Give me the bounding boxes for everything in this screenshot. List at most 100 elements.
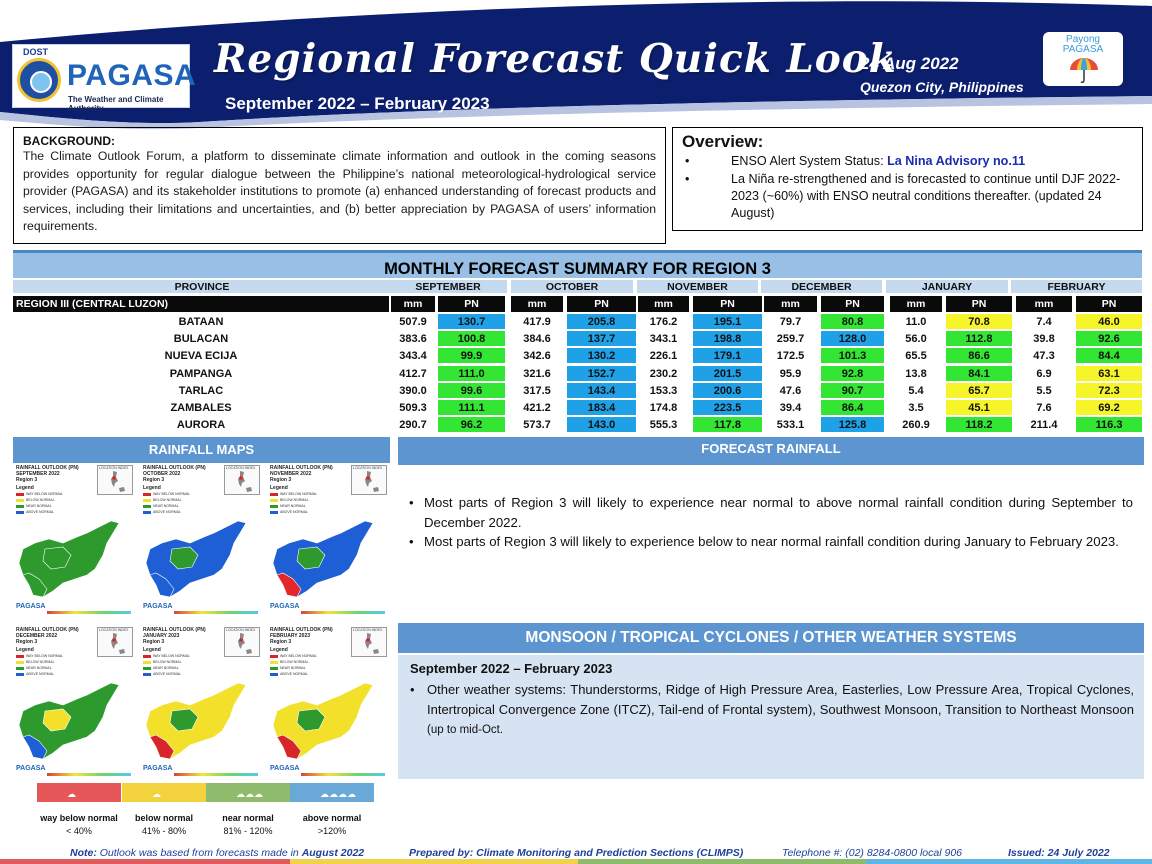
legend-category-label: above normal <box>302 813 362 823</box>
bullet-icon: • <box>409 495 414 510</box>
map-color-strip <box>47 773 131 776</box>
percent-normal-cell: 195.1 <box>693 314 762 329</box>
philippines-inset-icon <box>365 471 379 492</box>
map-title-line: Region 3 <box>143 639 165 645</box>
rainfall-mm-cell: 5.5 <box>1036 384 1052 397</box>
map-title-line: Region 3 <box>270 639 292 645</box>
region-label: REGION III (CENTRAL LUZON) <box>13 296 389 312</box>
rainfall-mm-cell: 573.7 <box>523 419 551 432</box>
region3-map-shape <box>272 682 374 760</box>
map-legend-label: WAY BELOW NORMAL <box>153 654 191 658</box>
forecast-rainfall-header: FORECAST RAINFALL <box>398 437 1144 465</box>
map-title-line: NOVEMBER 2022 <box>270 471 312 477</box>
issue-date: 24 Aug 2022 <box>860 54 959 73</box>
percent-normal-cell: 118.2 <box>946 417 1012 433</box>
forecast-bullet: • Most parts of Region 3 will likely to … <box>407 532 1133 552</box>
payong-pagasa-logo: Payong PAGASA <box>1043 32 1123 86</box>
percent-normal-cell: 201.5 <box>693 365 762 381</box>
rainfall-mm-cell: 342.6 <box>523 350 551 363</box>
rainfall-mm-cell: 412.7 <box>399 367 427 380</box>
map-legend-label: WAY BELOW NORMAL <box>280 492 318 496</box>
province-name: BULACAN <box>173 333 229 346</box>
map-color-strip <box>301 773 385 776</box>
mm-column-header: mm <box>764 296 817 312</box>
legend-color-bar <box>122 783 206 802</box>
map-legend-label: ABOVE NORMAL <box>280 672 309 676</box>
footer-note-label: Note: <box>70 847 97 859</box>
rainfall-mm-cell: 230.2 <box>649 367 678 380</box>
location-index-inset: LOCATION INDEX <box>224 627 260 657</box>
percent-normal-cell: 111.0 <box>438 365 505 381</box>
percent-normal-cell: 130.7 <box>438 314 505 329</box>
rainfall-mm-cell: 533.1 <box>776 419 805 432</box>
legend-color-bar <box>37 783 121 802</box>
map-province-area <box>22 572 48 598</box>
percent-normal-cell: 128.0 <box>821 331 884 347</box>
pn-column-header: PN <box>821 296 884 312</box>
map-legend-title: Legend <box>270 647 288 653</box>
rainfall-mm-cell: 3.5 <box>908 402 924 414</box>
map-province-area <box>296 708 326 732</box>
month-header: OCTOBER <box>511 280 633 293</box>
forecast-period: September 2022 – February 2023 <box>225 94 490 113</box>
forecast-bullet-text: Most parts of Region 3 will likely to ex… <box>424 534 1119 549</box>
month-header: NOVEMBER <box>637 280 758 293</box>
percent-normal-cell: 86.4 <box>821 400 884 415</box>
percent-normal-cell: 130.2 <box>567 348 636 364</box>
percent-normal-cell: 84.1 <box>946 365 1012 381</box>
percent-normal-cell: 99.6 <box>438 382 505 398</box>
monthly-table-title: MONTHLY FORECAST SUMMARY FOR REGION 3 <box>13 250 1142 278</box>
rainfall-mm-cell: 383.6 <box>399 333 427 346</box>
percent-normal-cell: 179.1 <box>693 348 762 364</box>
map-pagasa-logo: PAGASA <box>270 603 300 610</box>
issue-place: Quezon City, Philippines <box>860 79 1024 95</box>
map-legend-label: WAY BELOW NORMAL <box>26 492 64 496</box>
rainfall-mm-cell: 507.9 <box>399 316 427 328</box>
map-province-area <box>22 734 48 760</box>
percent-normal-cell: 45.1 <box>946 400 1012 415</box>
page-footer: Note: Outlook was based from forecasts m… <box>0 845 1152 864</box>
percent-normal-cell: 143.0 <box>567 417 636 433</box>
map-legend-title: Legend <box>16 647 34 653</box>
map-legend-title: Legend <box>270 485 288 491</box>
background-panel: BACKGROUND: The Climate Outlook Forum, a… <box>13 127 666 244</box>
region3-map-shape <box>18 682 120 760</box>
rainfall-mm-cell: 343.4 <box>399 350 427 363</box>
map-legend-label: NEAR NORMAL <box>153 666 179 670</box>
map-legend-swatch <box>143 661 151 664</box>
rainfall-mm-cell: 390.0 <box>399 384 427 397</box>
percent-normal-cell: 143.4 <box>567 382 636 398</box>
legend-category-range: 81% - 120% <box>223 826 273 836</box>
map-title: RAINFALL OUTLOOK (PN) FEBRUARY 2023 Region… <box>270 627 333 645</box>
rainfall-mm-cell: 153.3 <box>649 384 678 397</box>
rain-cloud-icon: ☁ <box>67 789 76 799</box>
rainfall-mm-cell: 343.1 <box>649 333 678 346</box>
enso-advisory-link[interactable]: La Nina Advisory no.11 <box>887 154 1026 168</box>
percent-normal-cell: 101.3 <box>821 348 884 364</box>
map-title-line: FEBRUARY 2023 <box>270 633 311 639</box>
percent-normal-cell: 72.3 <box>1076 382 1142 398</box>
percent-normal-cell: 63.1 <box>1076 365 1142 381</box>
rainfall-mm-cell: 39.8 <box>1033 333 1055 346</box>
location-index-label: LOCATION INDEX <box>226 466 256 470</box>
rainfall-mm-cell: 321.6 <box>523 367 551 380</box>
pn-column-header: PN <box>567 296 636 312</box>
map-title: RAINFALL OUTLOOK (PN) OCTOBER 2022 Region … <box>143 465 206 483</box>
map-legend-swatch <box>16 655 24 658</box>
location-index-inset: LOCATION INDEX <box>224 465 260 495</box>
map-legend-swatch <box>143 493 151 496</box>
percent-normal-cell: 92.8 <box>821 365 884 381</box>
map-province-area <box>276 572 302 598</box>
rainfall-map: RAINFALL OUTLOOK (PN) FEBRUARY 2023 Region… <box>267 625 389 781</box>
philippines-inset-icon <box>111 471 125 492</box>
map-title-line: SEPTEMBER 2022 <box>16 471 60 477</box>
map-legend-swatch <box>270 667 278 670</box>
map-title-line: Region 3 <box>16 639 38 645</box>
monsoon-panel <box>398 655 1144 779</box>
percent-normal-cell: 84.4 <box>1076 348 1142 364</box>
map-title-line: RAINFALL OUTLOOK (PN) <box>270 465 333 471</box>
rainfall-mm-cell: 259.7 <box>776 333 805 346</box>
footer-note-text: Outlook was based from forecasts made in <box>96 847 302 859</box>
map-legend-title: Legend <box>143 485 161 491</box>
enso-status-label: ENSO Alert System Status: <box>731 154 884 168</box>
